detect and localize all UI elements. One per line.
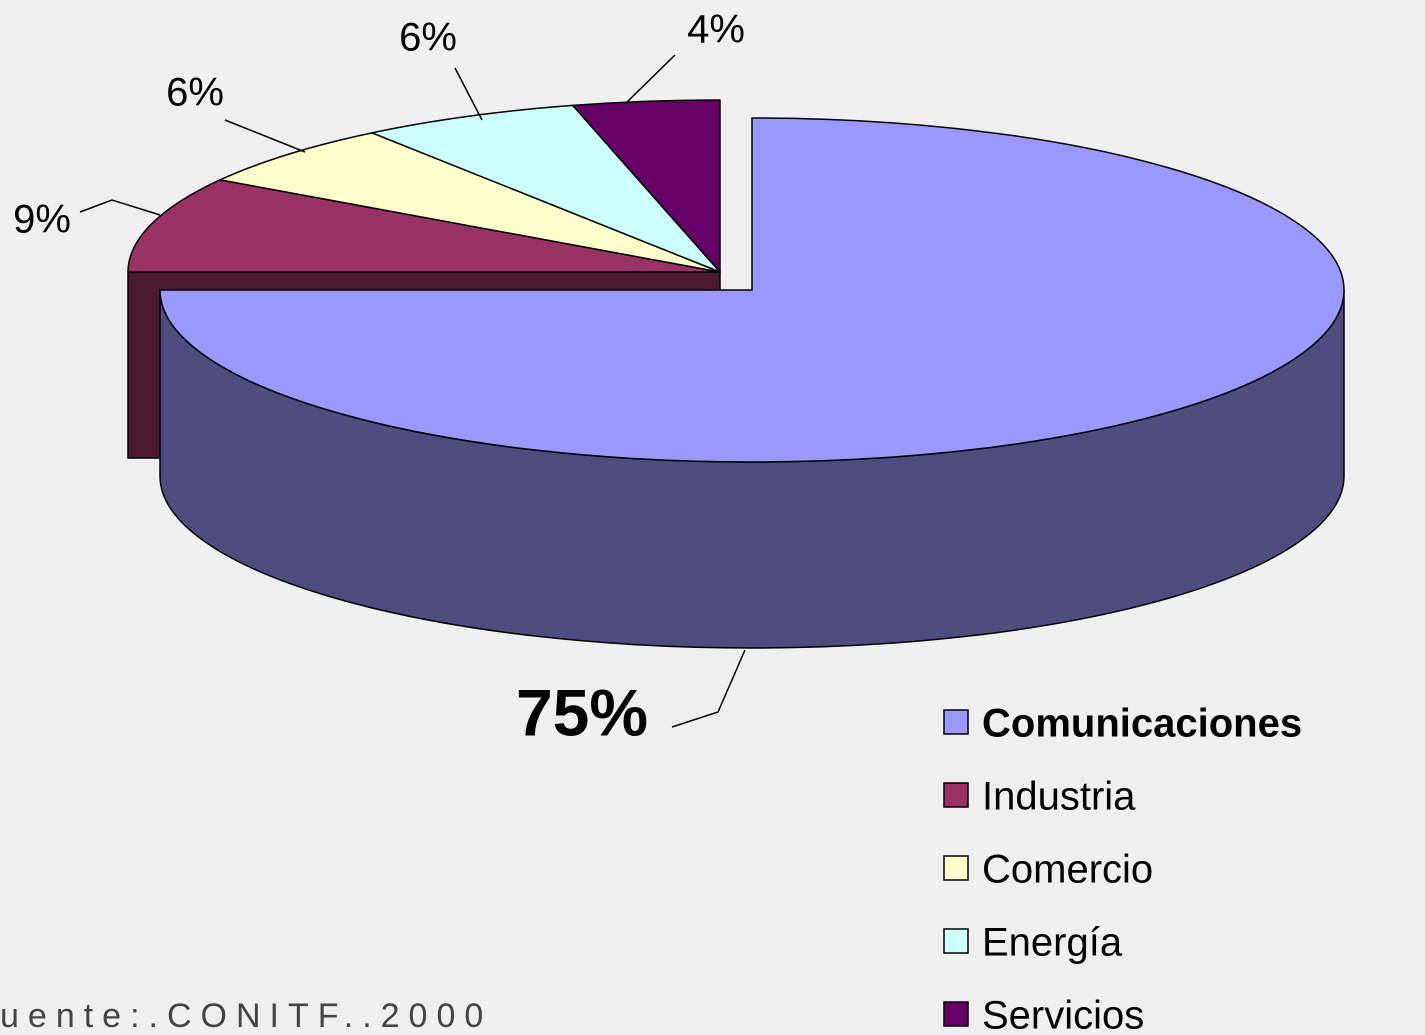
slice bbox=[219, 132, 721, 273]
legend-swatch bbox=[943, 1001, 969, 1027]
legend-swatch bbox=[943, 709, 969, 735]
legend-swatch bbox=[943, 855, 969, 881]
slice bbox=[572, 99, 721, 273]
legend-label: Industria bbox=[982, 775, 1136, 819]
legend-label: Comunicaciones bbox=[982, 702, 1302, 746]
data-label: 4% bbox=[687, 8, 745, 52]
data-label: 75% bbox=[516, 675, 648, 749]
data-label: 9% bbox=[13, 198, 71, 242]
legend-swatch bbox=[943, 928, 969, 954]
data-label: 6% bbox=[399, 16, 457, 60]
legend-label: Energía bbox=[982, 921, 1123, 965]
legend-label: Servicios bbox=[982, 994, 1144, 1035]
data-label: 6% bbox=[166, 71, 224, 115]
legend-swatch bbox=[943, 782, 969, 808]
leader-line bbox=[454, 67, 483, 121]
leader-line bbox=[79, 199, 161, 216]
leader-line bbox=[624, 54, 676, 105]
slice bbox=[127, 179, 721, 273]
leader-line bbox=[224, 119, 306, 153]
leader-line bbox=[671, 649, 746, 728]
legend-label: Comercio bbox=[982, 848, 1153, 892]
footnote: uente:.CONITF..2000 bbox=[0, 997, 492, 1035]
slice bbox=[159, 117, 1345, 463]
slice bbox=[371, 104, 721, 273]
